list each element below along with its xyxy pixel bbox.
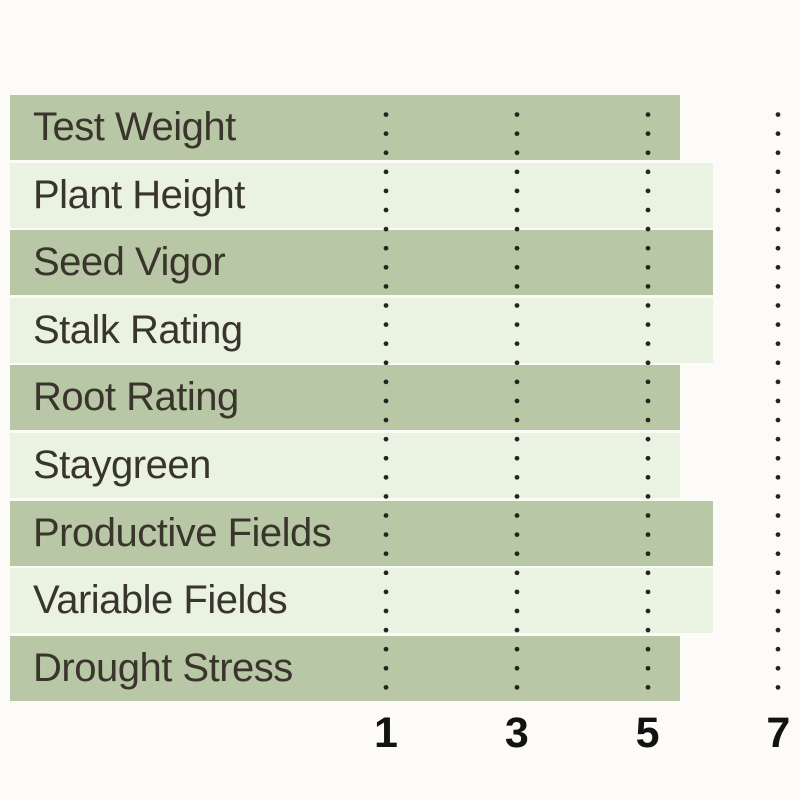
dotted-gridline-7 — [775, 104, 782, 697]
row-label-drought-stress: Drought Stress — [33, 645, 293, 690]
row-seed-vigor: Seed Vigor — [10, 230, 713, 296]
row-label-staygreen: Staygreen — [33, 443, 211, 487]
axis-tick-label-1: 1 — [374, 709, 398, 757]
row-drought-stress: Drought Stress — [10, 635, 681, 701]
axis-tick-label-5: 5 — [635, 709, 660, 757]
row-label-root-rating: Root Rating — [33, 375, 239, 420]
row-plant-height: Plant Height — [10, 162, 713, 228]
dotted-gridline-1 — [383, 104, 389, 697]
axis-tick-label-3: 3 — [504, 709, 529, 757]
row-label-stalk-rating: Stalk Rating — [33, 307, 243, 352]
row-label-variable-fields: Variable Fields — [33, 578, 288, 623]
row-label-productive-fields: Productive Fields — [33, 510, 332, 555]
axis-tick-label-7: 7 — [766, 709, 791, 757]
row-staygreen: Staygreen — [10, 433, 681, 498]
row-test-weight: Test Weight — [10, 95, 681, 160]
dotted-gridline-5 — [644, 104, 651, 697]
dotted-gridline-3 — [513, 104, 520, 697]
row-label-plant-height: Plant Height — [33, 172, 245, 217]
row-productive-fields: Productive Fields — [10, 500, 713, 566]
row-label-test-weight: Test Weight — [33, 105, 236, 149]
row-root-rating: Root Rating — [10, 365, 681, 431]
row-label-seed-vigor: Seed Vigor — [33, 240, 226, 285]
row-variable-fields: Variable Fields — [10, 568, 713, 634]
row-stalk-rating: Stalk Rating — [10, 297, 713, 363]
